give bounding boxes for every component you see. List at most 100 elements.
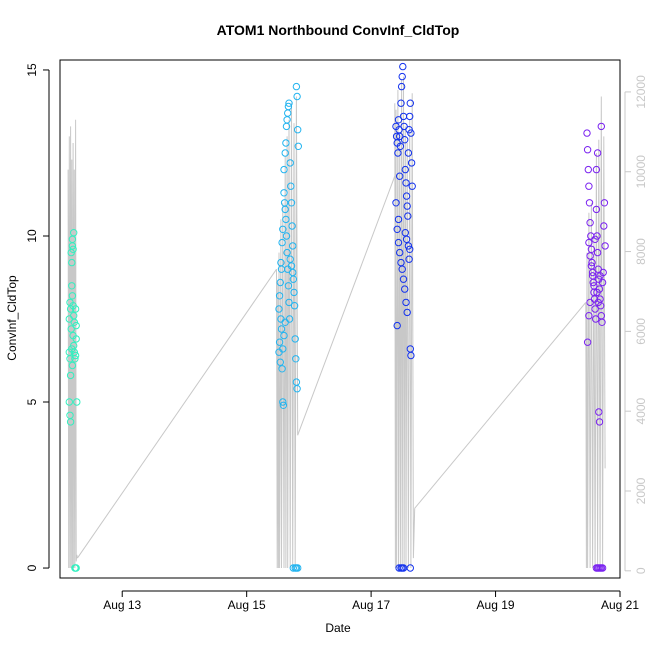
line-connector-1 xyxy=(77,268,277,559)
data-point xyxy=(289,268,297,277)
data-point xyxy=(406,564,414,572)
data-point xyxy=(282,139,290,147)
x-tick-label: Aug 13 xyxy=(103,598,141,612)
y-tick-label: 0 xyxy=(25,564,39,571)
data-point xyxy=(69,245,77,254)
data-point xyxy=(407,351,415,360)
data-point xyxy=(396,132,404,141)
data-point xyxy=(394,149,402,157)
data-point xyxy=(281,149,289,157)
data-point xyxy=(598,564,607,572)
data-point xyxy=(72,335,80,343)
data-point xyxy=(399,275,408,283)
data-point xyxy=(72,321,80,330)
data-point xyxy=(594,265,602,273)
line-connector-2 xyxy=(297,176,396,436)
points-layer xyxy=(65,62,609,572)
data-point xyxy=(584,165,592,174)
data-point xyxy=(585,312,593,320)
data-point xyxy=(402,192,411,200)
data-point xyxy=(71,305,80,313)
data-point xyxy=(592,315,600,323)
data-point xyxy=(583,146,592,154)
x-tick-label: Aug 19 xyxy=(477,598,515,612)
data-point xyxy=(294,142,302,151)
data-point xyxy=(68,345,76,353)
axes-layer: Aug 13 Aug 15 Aug 17 Aug 19 Aug 21 0 5 10 15 0 200… xyxy=(25,63,648,612)
data-point xyxy=(285,298,293,307)
data-point xyxy=(403,202,411,210)
data-point xyxy=(394,238,403,247)
data-point xyxy=(294,564,302,572)
data-point xyxy=(396,142,405,151)
plot-frame xyxy=(59,59,621,579)
data-point xyxy=(68,292,77,300)
data-point xyxy=(401,165,409,174)
data-point xyxy=(401,136,409,144)
data-point xyxy=(586,219,594,227)
data-point xyxy=(292,82,301,91)
data-point xyxy=(275,305,283,313)
data-point xyxy=(284,282,293,290)
data-point xyxy=(404,149,413,157)
data-point xyxy=(281,205,289,214)
data-point xyxy=(396,248,404,257)
data-point xyxy=(585,182,593,190)
y2-tick-label: 10000 xyxy=(634,155,648,189)
data-point xyxy=(275,292,284,300)
data-point xyxy=(598,318,606,326)
data-point xyxy=(278,238,286,247)
data-point xyxy=(66,418,75,426)
x-tick-label: Aug 17 xyxy=(352,598,390,612)
y-tick-label: 15 xyxy=(25,63,39,77)
data-point xyxy=(280,331,288,340)
y-axis-label: ConvInf_CldTop xyxy=(5,275,19,361)
data-point xyxy=(588,272,597,280)
data-point xyxy=(279,401,288,409)
data-point xyxy=(398,72,406,81)
data-point xyxy=(408,182,416,190)
data-point xyxy=(588,258,596,267)
data-point xyxy=(592,205,601,214)
data-point xyxy=(406,245,414,254)
data-point xyxy=(293,92,301,101)
y2-tick-label: 2000 xyxy=(634,477,648,504)
data-point xyxy=(289,564,297,572)
data-point xyxy=(72,564,80,572)
data-point xyxy=(275,338,284,346)
data-point xyxy=(73,398,81,406)
data-point xyxy=(284,109,292,117)
data-point xyxy=(596,272,604,280)
data-point xyxy=(287,182,295,190)
data-point xyxy=(65,398,74,406)
data-point xyxy=(593,288,601,297)
data-point xyxy=(600,222,608,230)
data-point xyxy=(399,62,407,71)
data-point xyxy=(591,235,599,244)
data-point xyxy=(294,126,302,134)
data-point xyxy=(402,179,410,187)
y-tick-label: 5 xyxy=(25,398,39,405)
line-series-segment-4 xyxy=(585,96,606,569)
data-point xyxy=(288,222,296,230)
data-point xyxy=(279,398,287,406)
y2-tick-label: 4000 xyxy=(634,398,648,425)
data-point xyxy=(397,82,406,91)
data-point xyxy=(67,325,75,333)
data-point xyxy=(290,288,298,297)
y2-tick-label: 8000 xyxy=(634,238,648,265)
data-point xyxy=(591,305,599,313)
data-point xyxy=(285,99,293,107)
data-point xyxy=(71,355,79,363)
data-point xyxy=(66,355,74,363)
data-point xyxy=(593,149,602,157)
data-point xyxy=(66,371,75,380)
y2-tick-label: 12000 xyxy=(634,75,648,109)
data-point xyxy=(279,225,287,234)
data-point xyxy=(593,248,602,257)
chart-title: ATOM1 Northbound ConvInf_CldTop xyxy=(217,22,460,38)
data-point xyxy=(396,172,404,180)
data-point xyxy=(68,258,76,267)
data-point xyxy=(397,99,405,107)
